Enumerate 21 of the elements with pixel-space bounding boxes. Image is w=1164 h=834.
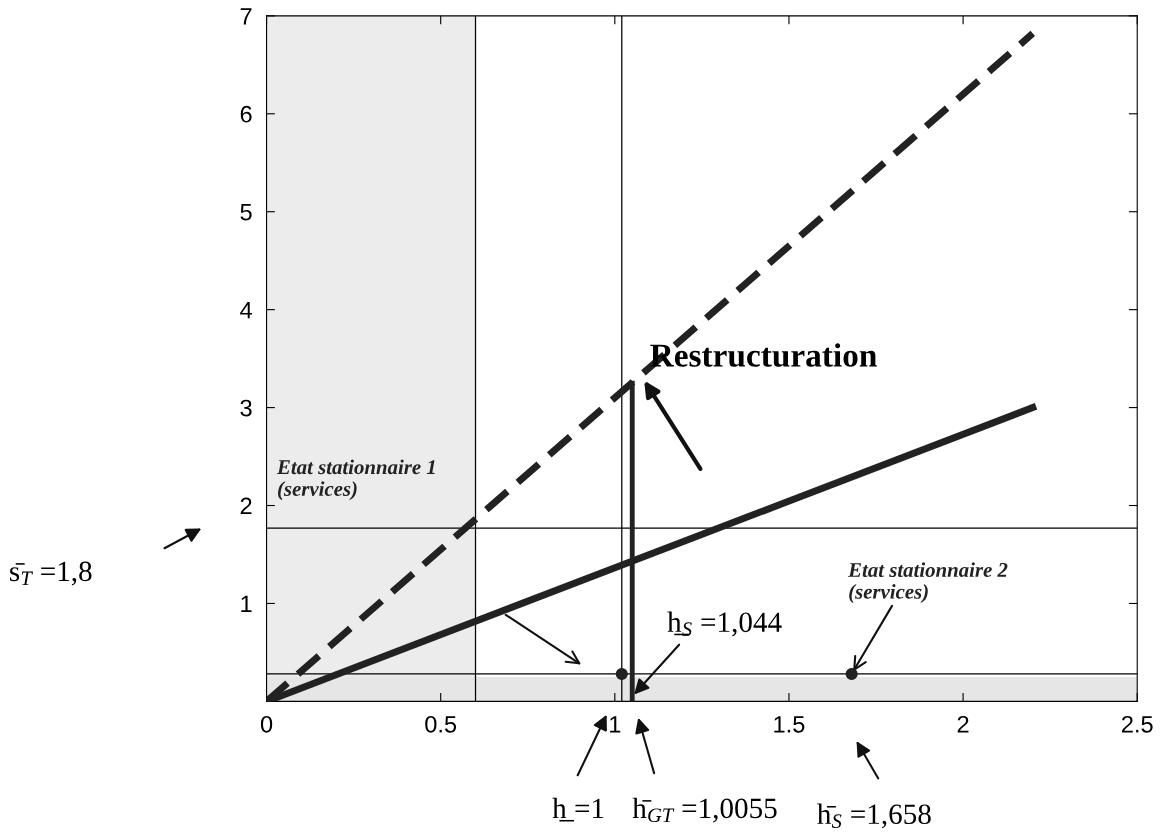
annotation: Etat stationnaire 2 (services) — [848, 562, 1008, 603]
x-tick-label: 0 — [260, 715, 273, 733]
x-tick-label: 1 — [610, 716, 621, 733]
y-tick-label: 4 — [240, 301, 252, 319]
y-tick-label: 1 — [241, 595, 252, 613]
y-tick-label: 5 — [240, 204, 252, 221]
annotation: Etat stationnaire 1 (services) — [276, 459, 435, 501]
annotation: Restructuration — [650, 343, 877, 367]
text: h̲ =1 — [552, 797, 604, 822]
text: s̄$_{T}$ =1,8 — [10, 561, 92, 586]
y-tick-label: 3 — [240, 399, 252, 417]
annotation: h̲$_{S}$ =1,044 — [667, 611, 782, 637]
y-tick-label: 2 — [240, 497, 252, 515]
x-tick-label: 2.5 — [1122, 715, 1153, 733]
text: h̄$_{S}$ =1,658 — [817, 803, 931, 829]
x-tick-label: 1.5 — [774, 716, 805, 733]
x-tick-label: 0.5 — [425, 715, 457, 733]
y-tick-label: 7 — [240, 8, 252, 25]
y-tick-label: 6 — [240, 105, 252, 123]
x-tick-label: 2 — [957, 715, 969, 733]
text: h̄$_{GT}$ =1,0055 — [632, 797, 777, 823]
